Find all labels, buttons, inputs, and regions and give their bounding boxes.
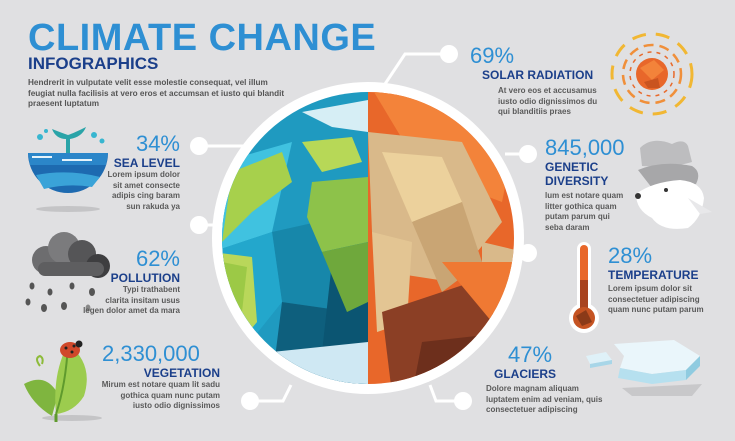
pollution-desc-2: clarita insitam usus (105, 295, 180, 305)
pollution-stat: 62% POLLUTION Typi trathabent clarita in… (80, 247, 180, 317)
sea-level-desc-2: sit amet consecte (112, 180, 180, 190)
page-subtitle: INFOGRAPHICS (28, 54, 159, 73)
pollution-label: POLLUTION (110, 271, 180, 285)
genetic-diversity-label-1: GENETIC (545, 160, 599, 174)
solar-radiation-desc-1: At vero eos et accusamus (498, 86, 597, 95)
temperature-value: 28% (608, 243, 653, 268)
sea-level-desc-4: sun rakuda ya (126, 201, 180, 211)
vegetation-desc-2: gothica quam nunc putam (120, 390, 220, 400)
glaciers-label: GLACIERS (494, 367, 557, 381)
leaf-ladybug-icon (24, 340, 102, 422)
sea-level-desc-1: Lorem ipsum dolor (107, 170, 180, 179)
solar-radiation-value: 69% (470, 43, 515, 68)
polar-bear-icon (635, 140, 712, 229)
sea-level-stat: 34% SEA LEVEL Lorem ipsum dolor sit amet… (100, 132, 180, 212)
temperature-desc-1: Lorem ipsum dolor sit (608, 284, 693, 293)
rain-cloud-icon (25, 232, 110, 312)
temperature-desc-2: consectetuer adipiscing (608, 294, 700, 304)
vegetation-value: 2,330,000 (102, 341, 200, 366)
vegetation-stat: 2,330,000 VEGETATION Mirum est notare qu… (100, 342, 220, 412)
glaciers-desc-2: luptatem enim ad veniam, quis (486, 394, 603, 404)
iceberg-icon (586, 340, 702, 396)
genetic-diversity-value: 845,000 (545, 135, 625, 160)
temperature-label: TEMPERATURE (608, 268, 699, 282)
temperature-stat: 28% TEMPERATURE Lorem ipsum dolor sit co… (608, 244, 733, 316)
temperature-desc-3: quam nunc putam parum (608, 305, 704, 314)
sea-level-value: 34% (135, 131, 180, 156)
vegetation-label: VEGETATION (143, 366, 220, 380)
page-title: CLIMATE CHANGE (28, 17, 377, 59)
genetic-diversity-desc-1: lum est notare quam (545, 191, 624, 200)
glaciers-desc-1: Dolore magnam aliquam (486, 384, 579, 393)
genetic-diversity-desc-4: seba daram (545, 222, 590, 232)
low-poly-earth-globe (212, 82, 524, 394)
solar-radiation-desc-2: iusto odio dignissimos du (498, 96, 598, 106)
pollution-desc-3: legen dolor amet da mara (83, 306, 180, 315)
whale-tail-ocean-icon (28, 127, 108, 212)
genetic-diversity-desc-2: litter gothica quam (545, 201, 617, 211)
sea-level-label: SEA LEVEL (113, 156, 180, 170)
vegetation-desc-1: Mirum est notare quam lit sadu (101, 380, 220, 389)
glaciers-value: 47% (508, 342, 553, 367)
sea-level-desc-3: adipis cing baram (111, 191, 180, 200)
vegetation-desc-3: iusto odio dignissimos (132, 401, 220, 410)
glaciers-stat: 47% GLACIERS Dolore magnam aliquam lupta… (486, 343, 621, 416)
genetic-diversity-label-2: DIVERSITY (545, 174, 609, 188)
pollution-value: 62% (135, 246, 180, 271)
pollution-desc-1: Typi trathabent (122, 285, 180, 294)
thermometer-icon (569, 242, 599, 333)
solar-radiation-stat: 69% SOLAR RADIATION At vero eos et accus… (470, 44, 610, 118)
genetic-diversity-stat: 845,000 GENETIC DIVERSITY lum est notare… (545, 136, 645, 233)
intro-text: Hendrerit in vulputate velit esse molest… (28, 78, 285, 108)
solar-radiation-label: SOLAR RADIATION (482, 68, 594, 82)
glaciers-desc-3: consectetuer adipiscing (486, 405, 578, 414)
solar-radiation-desc-3: qui blanditiis praes (498, 107, 571, 116)
sun-icon (610, 32, 694, 116)
genetic-diversity-desc-3: putam parum qui (545, 212, 610, 221)
